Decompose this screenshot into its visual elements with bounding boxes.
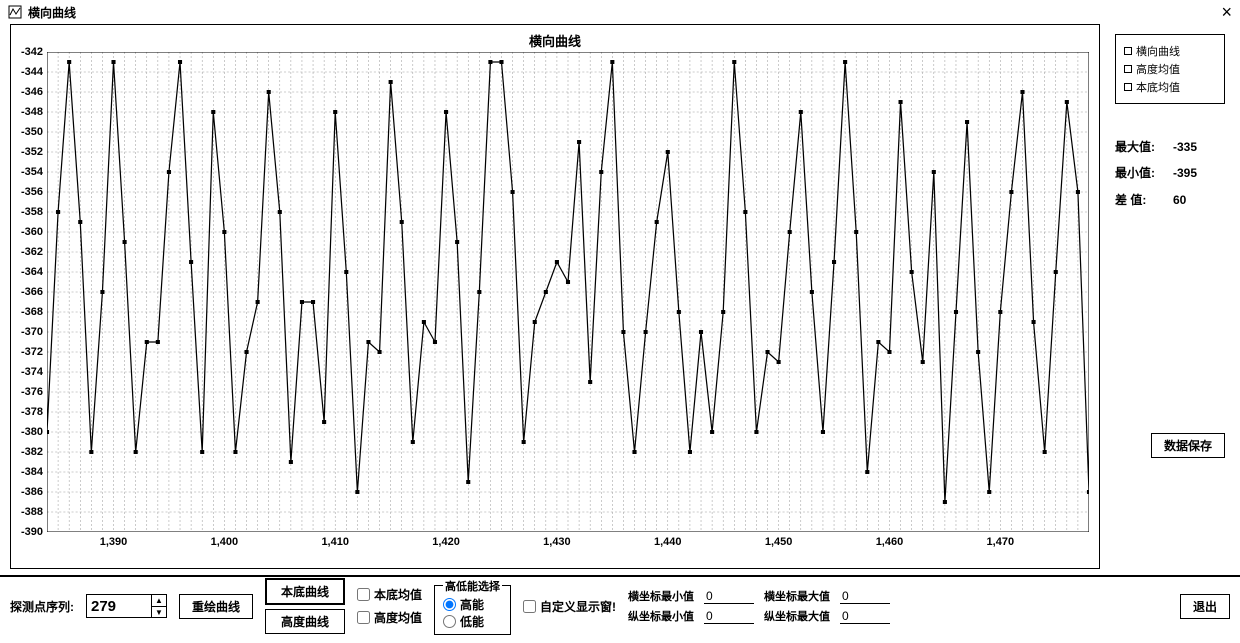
x-tick-label: 1,440 (654, 532, 682, 548)
custom-window-checkbox[interactable]: 自定义显示窗! (523, 598, 616, 615)
legend-item-3: 本底均值 (1124, 79, 1216, 95)
y-tick-label: -356 (21, 186, 47, 198)
y-tick-label: -360 (21, 226, 47, 238)
ymax-label: 纵坐标最大值 (764, 608, 830, 624)
y-tick-label: -378 (21, 406, 47, 418)
point-seq-label: 探测点序列: (10, 598, 74, 615)
stats: 最大值: -335 最小值: -395 差 值: 60 (1115, 134, 1225, 213)
chart-title: 横向曲线 (11, 25, 1099, 52)
side-panel: 横向曲线 高度均值 本底均值 最大值:-335 最小值:-395 差 值:60 … (1100, 24, 1230, 569)
y-tick-label: -346 (21, 86, 47, 98)
stat-range-value: 60 (1173, 187, 1186, 213)
legend-item-1: 横向曲线 (1124, 43, 1216, 59)
y-tick-label: -370 (21, 326, 47, 338)
ymin-input[interactable] (704, 609, 754, 624)
y-tick-label: -342 (21, 46, 47, 58)
y-tick-label: -374 (21, 366, 47, 378)
xmax-label: 横坐标最大值 (764, 588, 830, 604)
y-tick-label: -380 (21, 426, 47, 438)
y-tick-label: -362 (21, 246, 47, 258)
xmax-input[interactable] (840, 589, 890, 604)
x-tick-label: 1,390 (100, 532, 128, 548)
y-tick-label: -372 (21, 346, 47, 358)
height-avg-checkbox[interactable]: 高度均值 (357, 609, 422, 626)
y-tick-label: -390 (21, 526, 47, 538)
hl-group-label: 高低能选择 (443, 578, 502, 594)
y-tick-label: -344 (21, 66, 47, 78)
y-tick-label: -358 (21, 206, 47, 218)
y-tick-label: -376 (21, 386, 47, 398)
x-tick-label: 1,430 (543, 532, 571, 548)
lo-energy-radio[interactable]: 低能 (443, 613, 502, 630)
point-seq-spinner[interactable]: ▲ ▼ (86, 594, 167, 618)
window-title: 横向曲线 (28, 4, 76, 21)
coord-grid: 横坐标最小值 横坐标最大值 纵坐标最小值 纵坐标最大值 (628, 588, 890, 624)
ymin-label: 纵坐标最小值 (628, 608, 694, 624)
stat-max-label: 最大值: (1115, 134, 1165, 160)
close-button[interactable]: × (1221, 2, 1232, 23)
base-curve-button[interactable]: 本底曲线 (265, 578, 345, 605)
base-avg-checkbox[interactable]: 本底均值 (357, 586, 422, 603)
y-tick-label: -366 (21, 286, 47, 298)
x-tick-label: 1,460 (876, 532, 904, 548)
x-tick-label: 1,410 (321, 532, 349, 548)
y-tick-label: -382 (21, 446, 47, 458)
plot-area: -342-344-346-348-350-352-354-356-358-360… (47, 52, 1089, 532)
y-tick-label: -352 (21, 146, 47, 158)
chart-panel: 横向曲线 -342-344-346-348-350-352-354-356-35… (10, 24, 1100, 569)
y-tick-label: -348 (21, 106, 47, 118)
stat-range-label: 差 值: (1115, 187, 1165, 213)
stat-min-label: 最小值: (1115, 160, 1165, 186)
legend-item-2: 高度均值 (1124, 61, 1216, 77)
y-tick-label: -386 (21, 486, 47, 498)
app-icon (8, 5, 22, 19)
hl-energy-group: 高低能选择 高能 低能 (434, 578, 511, 635)
data-save-button[interactable]: 数据保存 (1151, 433, 1225, 458)
controls-bar: 探测点序列: ▲ ▼ 重绘曲线 本底曲线 高度曲线 本底均值 高度均值 高低能选… (0, 575, 1240, 635)
exit-button[interactable]: 退出 (1180, 594, 1230, 619)
ymax-input[interactable] (840, 609, 890, 624)
x-tick-label: 1,400 (211, 532, 239, 548)
height-curve-button[interactable]: 高度曲线 (265, 609, 345, 634)
spinner-down-icon[interactable]: ▼ (152, 607, 166, 618)
xmin-input[interactable] (704, 589, 754, 604)
legend: 横向曲线 高度均值 本底均值 (1115, 34, 1225, 104)
stat-min-value: -395 (1173, 160, 1197, 186)
stat-max-value: -335 (1173, 134, 1197, 160)
x-tick-label: 1,450 (765, 532, 793, 548)
hi-energy-radio[interactable]: 高能 (443, 596, 502, 613)
titlebar: 横向曲线 × (0, 0, 1240, 24)
y-tick-label: -384 (21, 466, 47, 478)
point-seq-input[interactable] (87, 595, 151, 617)
rebuild-curve-button[interactable]: 重绘曲线 (179, 594, 253, 619)
y-tick-label: -350 (21, 126, 47, 138)
xmin-label: 横坐标最小值 (628, 588, 694, 604)
y-tick-label: -388 (21, 506, 47, 518)
y-tick-label: -354 (21, 166, 47, 178)
spinner-up-icon[interactable]: ▲ (152, 595, 166, 607)
x-tick-label: 1,470 (987, 532, 1015, 548)
x-tick-label: 1,420 (432, 532, 460, 548)
y-tick-label: -368 (21, 306, 47, 318)
y-tick-label: -364 (21, 266, 47, 278)
